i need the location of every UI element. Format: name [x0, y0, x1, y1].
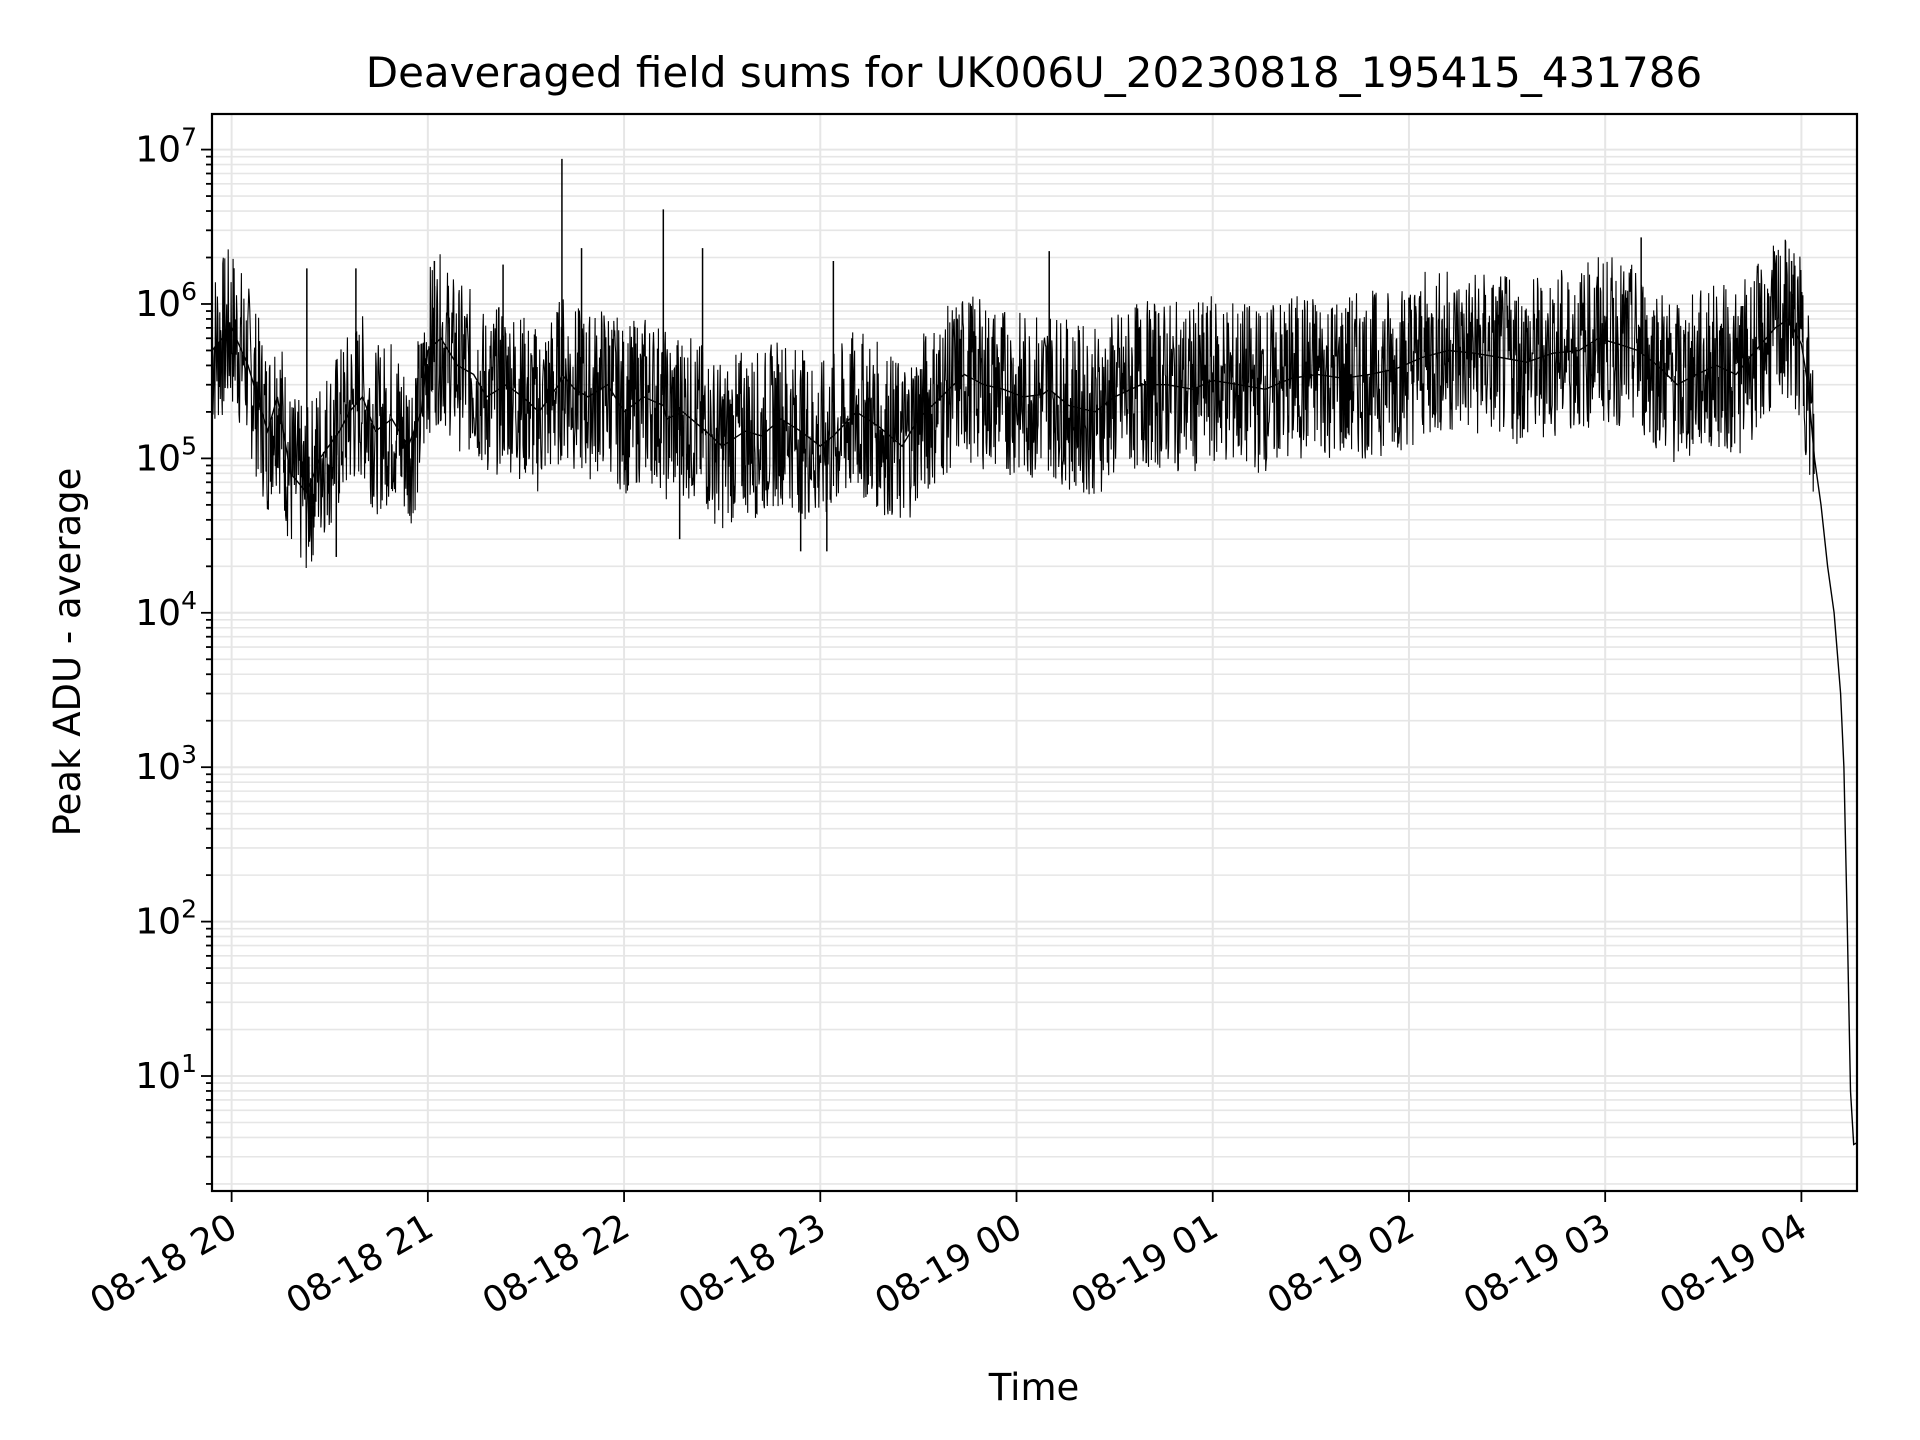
grid: [212, 114, 1857, 1191]
y-axis-label: Peak ADU - average: [46, 468, 89, 837]
y-axis: 101 102 103 104 105 106 107: [135, 123, 212, 1185]
y-tick-label: 105: [135, 431, 197, 479]
y-tick-label: 103: [135, 740, 197, 788]
y-tick-label: 101: [135, 1049, 197, 1097]
chart-title: Deaveraged field sums for UK006U_2023081…: [366, 48, 1702, 97]
y-tick-label: 106: [135, 277, 197, 325]
y-tick-label: 102: [135, 895, 197, 943]
plot-frame: [210, 112, 1859, 1193]
x-axis-label: Time: [988, 1366, 1080, 1409]
series-noise: [211, 239, 1815, 569]
y-tick-label: 104: [135, 586, 197, 634]
y-tick-label: 107: [135, 123, 197, 171]
plot-area: [211, 158, 1858, 1146]
